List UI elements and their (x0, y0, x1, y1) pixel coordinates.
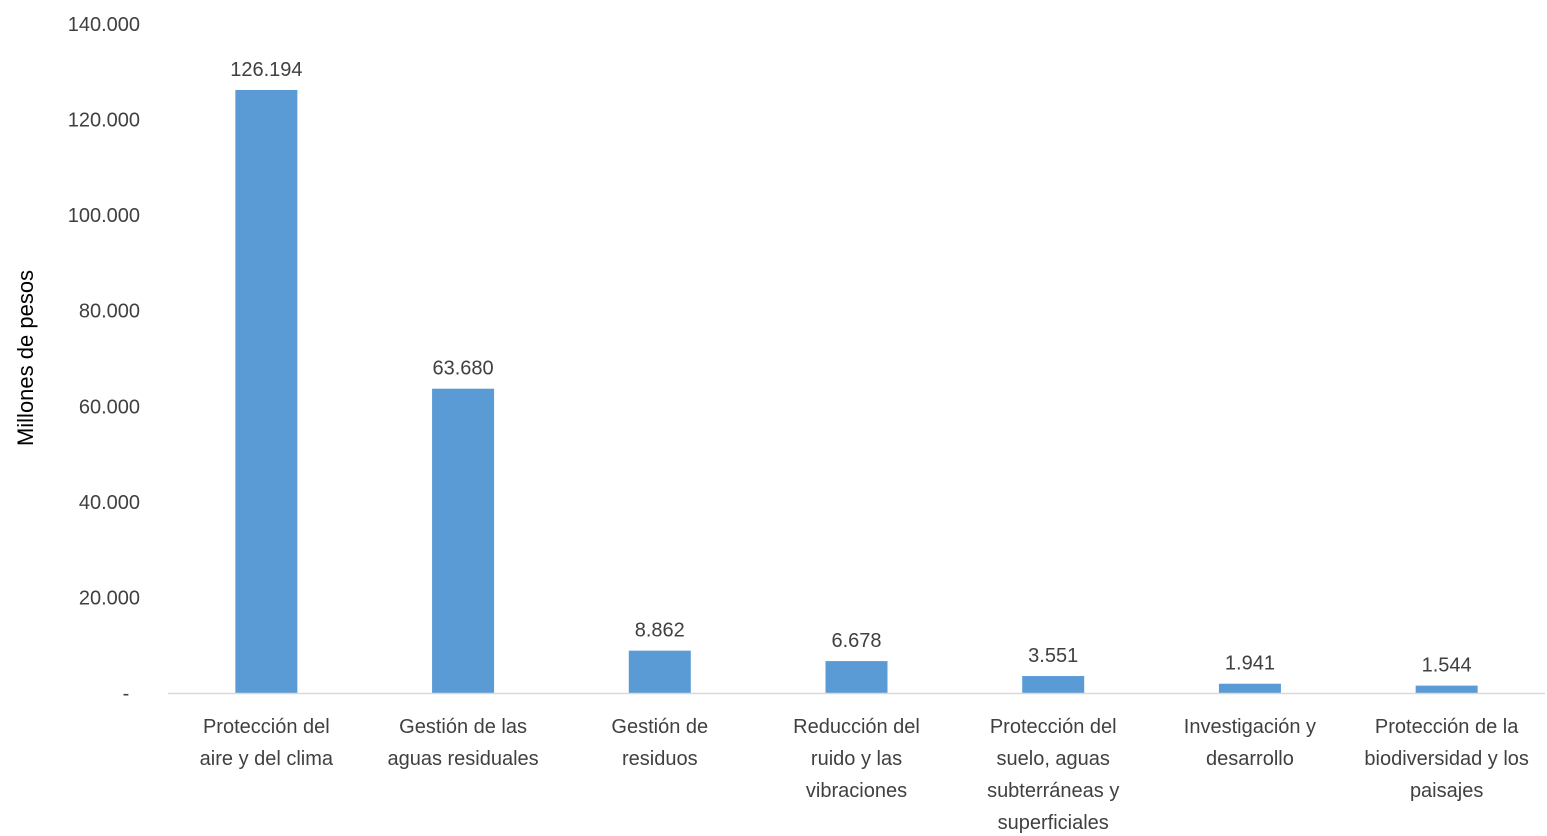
bar (235, 89, 298, 693)
y-axis-title: Millones de pesos (13, 270, 38, 446)
category-label-line: suelo, aguas (997, 748, 1110, 770)
bar-value-label: 126.194 (230, 59, 302, 81)
y-axis-ticks: - 20.000 40.000 60.000 80.000 100.000 120.000 1… (68, 14, 140, 705)
bar-value-label: 63.680 (432, 358, 493, 380)
category-label-line: vibraciones (806, 780, 907, 802)
bar-value-label: 6.678 (831, 630, 881, 652)
category-label-line: Investigación y (1184, 716, 1316, 738)
y-tick-label: 20.000 (79, 587, 140, 609)
bar (1022, 676, 1085, 693)
category-label-line: superficiales (998, 812, 1109, 834)
category-labels-group: Protección del aire y del clima Gestión de… (200, 716, 1529, 834)
bar (1218, 683, 1281, 693)
category-label-line: paisajes (1410, 780, 1483, 802)
category-label: Protección del aire y del clima (200, 716, 334, 770)
data-labels-group: 126.194 63.680 8.862 6.678 3.551 1.941 1.544 (230, 59, 1471, 677)
category-label-line: residuos (622, 748, 698, 770)
y-tick-label: 60.000 (79, 396, 140, 418)
category-label-line: Protección del (203, 716, 330, 738)
category-label: Reducción del ruido y las vibraciones (793, 716, 920, 802)
category-label: Investigación y desarrollo (1184, 716, 1316, 770)
category-label-line: biodiversidad y los (1364, 748, 1529, 770)
category-label-line: Protección de la (1375, 716, 1519, 738)
y-tick-label: 140.000 (68, 14, 140, 36)
category-label: Gestión de las aguas residuales (387, 716, 538, 770)
category-label-line: ruido y las (811, 748, 902, 770)
bar (432, 388, 495, 693)
y-tick-label: - (123, 683, 130, 705)
y-tick-label: 80.000 (79, 301, 140, 323)
category-label-line: Protección del (990, 716, 1117, 738)
category-label-line: aguas residuales (387, 748, 538, 770)
y-tick-label: 40.000 (79, 492, 140, 514)
category-label-line: subterráneas y (987, 780, 1119, 802)
category-label: Protección de la biodiversidad y los paisa… (1364, 716, 1529, 802)
bar-value-label: 8.862 (635, 620, 685, 642)
category-label-line: Gestión de las (399, 716, 527, 738)
bar-value-label: 1.941 (1225, 653, 1275, 675)
y-tick-label: 120.000 (68, 110, 140, 132)
category-label-line: aire y del clima (200, 748, 334, 770)
category-label: Protección del suelo, aguas subterráneas y… (987, 716, 1119, 834)
bar-value-label: 3.551 (1028, 645, 1078, 667)
category-label: Gestión de residuos (611, 716, 708, 770)
bar-value-label: 1.544 (1422, 655, 1472, 677)
bar (825, 661, 888, 693)
bar (1415, 685, 1478, 693)
bar (628, 650, 691, 693)
category-label-line: Reducción del (793, 716, 920, 738)
bars-group (235, 89, 1478, 693)
y-tick-label: 100.000 (68, 205, 140, 227)
category-label-line: Gestión de (611, 716, 708, 738)
category-label-line: desarrollo (1206, 748, 1294, 770)
